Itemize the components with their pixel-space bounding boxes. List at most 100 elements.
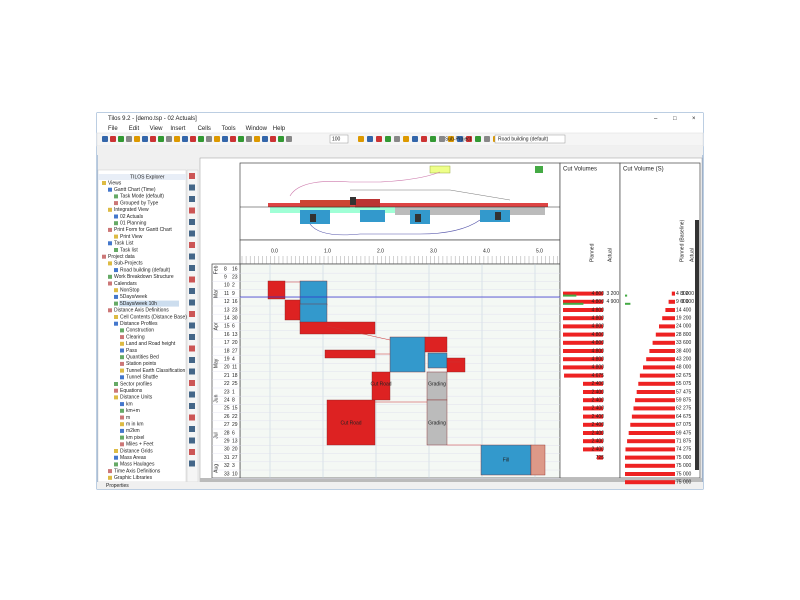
toolbar-button[interactable]	[403, 136, 409, 142]
tool-icon[interactable]	[189, 357, 195, 363]
tree-item[interactable]: m2km	[126, 428, 140, 434]
tool-icon[interactable]	[189, 219, 195, 225]
menu-item[interactable]: Edit	[129, 126, 140, 132]
toolbar-button[interactable]	[358, 136, 364, 142]
tree-item[interactable]: Tunnel Earth Classification	[126, 368, 186, 374]
tree-item[interactable]: Time Axis Definitions	[114, 468, 161, 474]
tool-icon[interactable]	[189, 230, 195, 237]
tree-item[interactable]: Mass Areas	[120, 455, 147, 461]
toolbar-button[interactable]	[134, 136, 140, 142]
tool-icon[interactable]	[189, 265, 195, 271]
toolbar-button[interactable]	[206, 136, 212, 142]
tree-item[interactable]: Task list	[120, 247, 138, 253]
tree-item[interactable]: 01 Planning	[120, 221, 147, 227]
subproject-select[interactable]	[494, 134, 566, 144]
tree-item[interactable]: Distance Grids	[120, 448, 153, 454]
toolbar-button[interactable]	[412, 136, 418, 142]
tool-icon[interactable]	[189, 184, 195, 191]
menu-item[interactable]: Help	[273, 126, 286, 132]
tree-item[interactable]: Mass Haulages	[120, 462, 155, 468]
activity-block[interactable]	[299, 280, 328, 306]
tree-item[interactable]: Construction	[126, 328, 154, 334]
minimize-button[interactable]: –	[654, 116, 658, 122]
tree-item[interactable]: Quantities Bed	[126, 355, 159, 361]
activity-block[interactable]	[299, 303, 328, 324]
tool-icon[interactable]	[189, 322, 195, 329]
tree-item[interactable]: Clearing	[126, 334, 145, 340]
toolbar-button[interactable]	[385, 136, 391, 142]
tool-icon[interactable]	[189, 345, 195, 352]
toolbar-button[interactable]	[126, 136, 132, 142]
activity-block[interactable]	[267, 280, 286, 300]
tree-item[interactable]: Graphic Libraries	[114, 475, 153, 481]
tree-item[interactable]: Distance Units	[120, 395, 153, 401]
tree-item[interactable]: Grouped by Type	[120, 200, 158, 206]
toolbar-button[interactable]	[230, 136, 236, 142]
toolbar-button[interactable]	[102, 136, 108, 142]
menu-item[interactable]: Insert	[170, 126, 185, 132]
close-button[interactable]: ×	[692, 116, 696, 122]
tree-item[interactable]: m	[126, 415, 130, 421]
tree-item[interactable]: Distance Profiles	[120, 321, 158, 327]
toolbar-button[interactable]	[246, 136, 252, 142]
properties-tab[interactable]: Properties	[106, 483, 129, 489]
tree-item[interactable]: Task Mode (default)	[120, 194, 164, 200]
tree-item[interactable]: Equations	[120, 388, 143, 394]
toolbar-button[interactable]	[110, 136, 116, 142]
tree-item[interactable]: Task List	[114, 241, 134, 247]
tool-icon[interactable]	[189, 276, 195, 283]
tool-icon[interactable]	[189, 196, 195, 202]
toolbar-button[interactable]	[286, 136, 292, 142]
menu-item[interactable]: Tools	[222, 126, 236, 132]
tree-item[interactable]: Cell Contents (Distance Base)	[120, 314, 187, 320]
menu-item[interactable]: View	[150, 126, 164, 132]
tool-icon[interactable]	[189, 391, 195, 398]
toolbar-button[interactable]	[182, 136, 188, 142]
toolbar-button[interactable]	[439, 136, 445, 142]
activity-block[interactable]	[324, 349, 376, 359]
tool-icon[interactable]	[189, 173, 195, 179]
toolbar-button[interactable]	[238, 136, 244, 142]
tool-icon[interactable]	[189, 414, 195, 421]
tree-item[interactable]: Integrated View	[114, 207, 149, 213]
activity-block[interactable]	[326, 399, 376, 446]
tool-icon[interactable]	[189, 242, 195, 248]
tree-item[interactable]: Views	[108, 180, 122, 186]
toolbar-button[interactable]	[254, 136, 260, 142]
tool-icon[interactable]	[189, 437, 195, 444]
toolbar-button[interactable]	[376, 136, 382, 142]
tree-item[interactable]: Project data	[108, 254, 135, 260]
activity-block[interactable]	[427, 352, 448, 369]
tool-icon[interactable]	[189, 288, 195, 294]
toolbar-button[interactable]	[448, 136, 454, 142]
activity-block[interactable]	[446, 357, 466, 373]
menu-item[interactable]: Cells	[198, 126, 211, 132]
tree-item[interactable]: 5Days/week 10h	[120, 301, 157, 307]
scrollbar[interactable]	[695, 220, 699, 470]
tree-item[interactable]: 5Days/week	[120, 294, 148, 300]
tool-icon[interactable]	[189, 449, 195, 455]
toolbar-button[interactable]	[190, 136, 196, 142]
toolbar-button[interactable]	[394, 136, 400, 142]
tool-icon[interactable]	[189, 207, 195, 214]
tree-item[interactable]: km+m	[126, 408, 140, 414]
tree-item[interactable]: Work Breakdown Structure	[114, 274, 174, 280]
toolbar-button[interactable]	[166, 136, 172, 142]
tool-icon[interactable]	[189, 380, 195, 386]
menu-item[interactable]: Window	[246, 126, 268, 132]
toolbar-button[interactable]	[466, 136, 472, 142]
tool-icon[interactable]	[189, 426, 195, 432]
toolbar-button[interactable]	[158, 136, 164, 142]
activity-block[interactable]	[371, 371, 391, 401]
tool-icon[interactable]	[189, 460, 195, 467]
tree-item[interactable]: Land and Road height	[126, 341, 176, 347]
toolbar-button[interactable]	[278, 136, 284, 142]
toolbar-button[interactable]	[174, 136, 180, 142]
toolbar-button[interactable]	[222, 136, 228, 142]
toolbar-button[interactable]	[367, 136, 373, 142]
activity-block[interactable]	[389, 336, 426, 373]
toolbar-button[interactable]	[430, 136, 436, 142]
toolbar-button[interactable]	[198, 136, 204, 142]
maximize-button[interactable]: □	[673, 116, 677, 122]
tree-item[interactable]: Sector profiles	[120, 381, 152, 387]
